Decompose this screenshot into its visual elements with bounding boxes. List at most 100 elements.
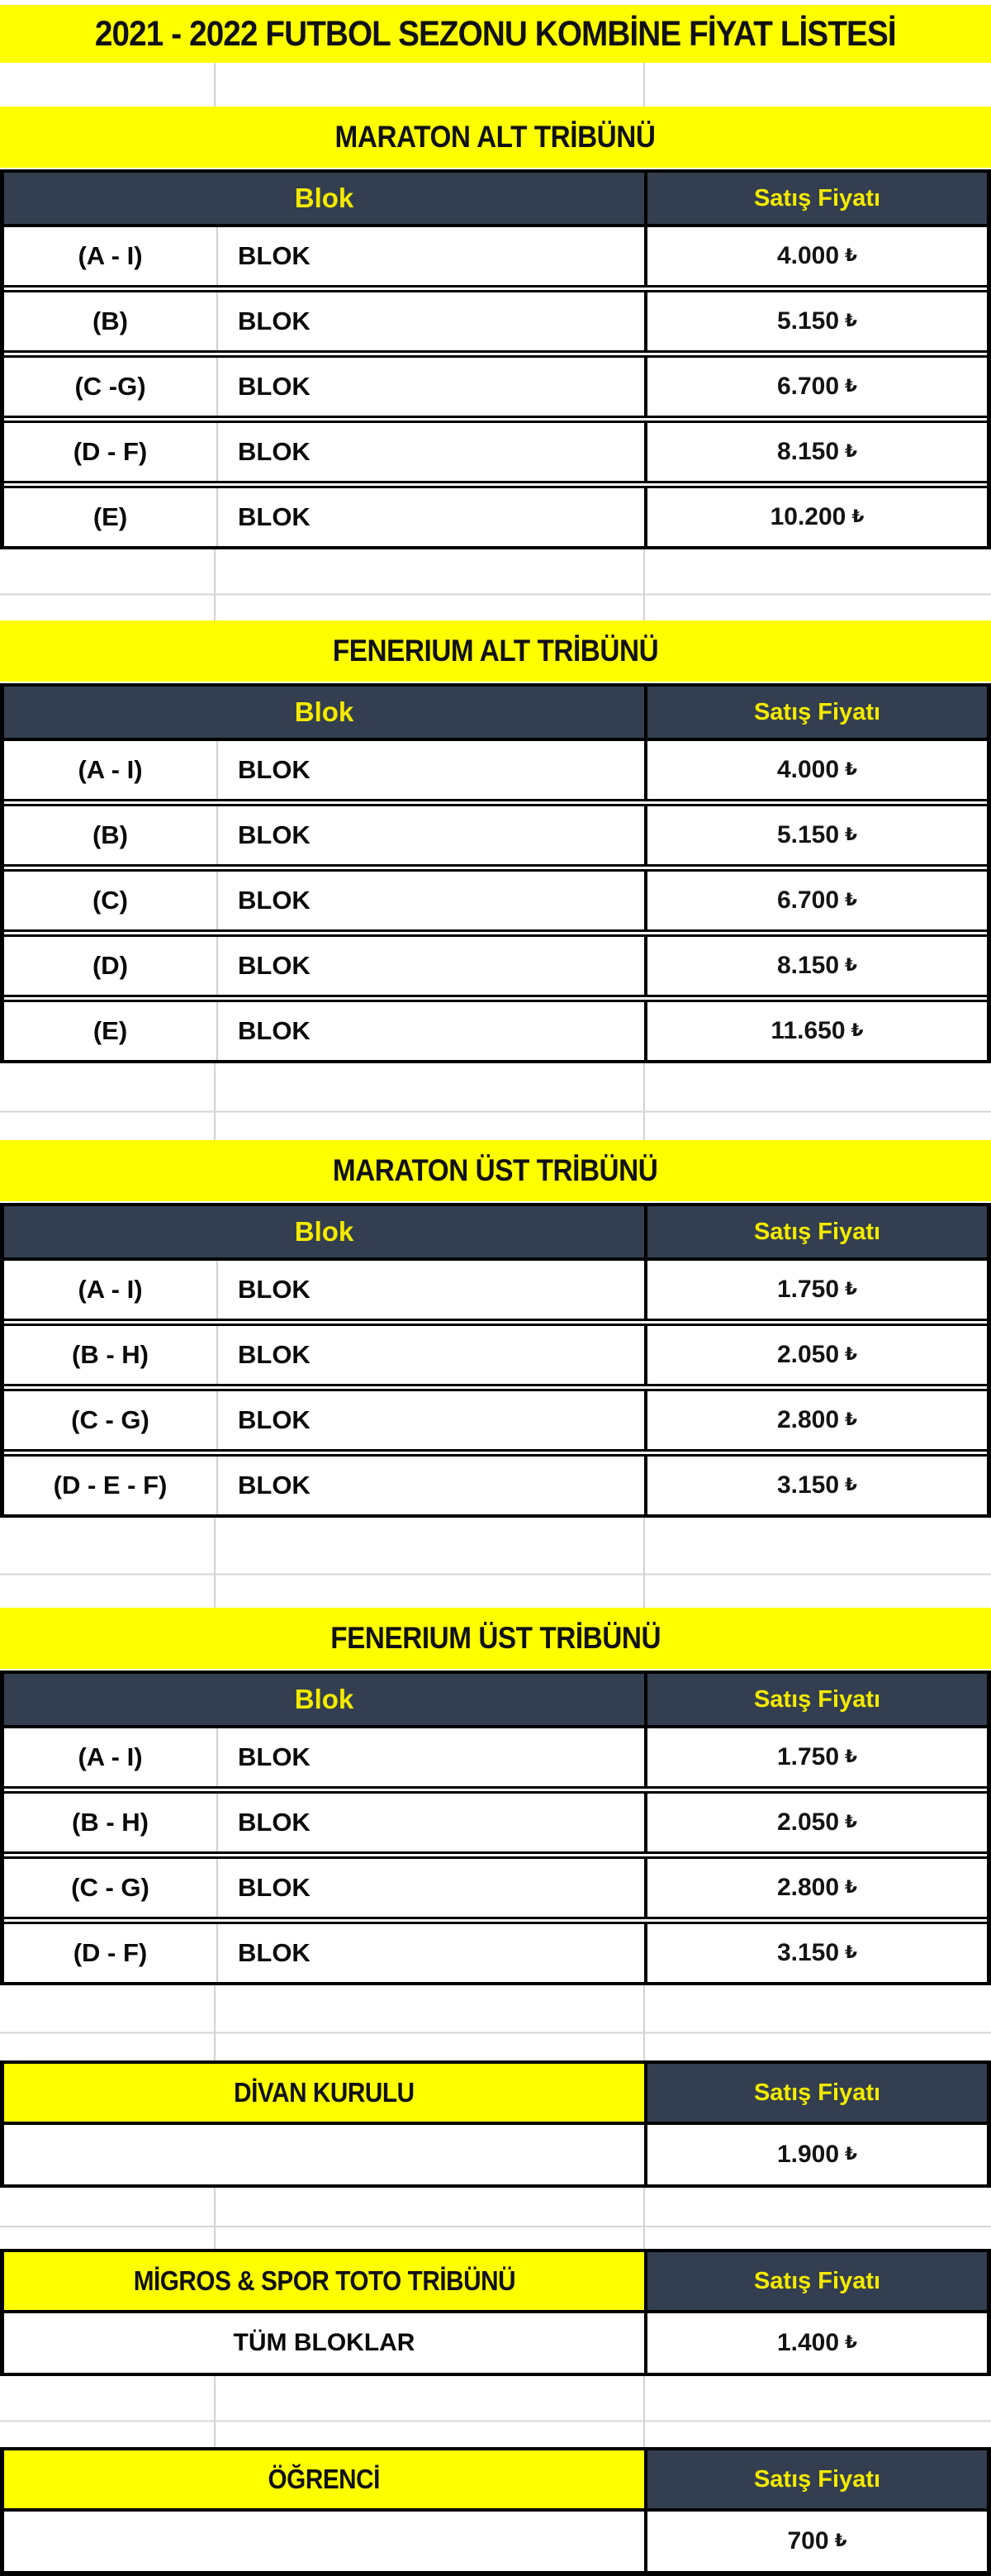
table-row: (B) BLOK 5.150 ₺ xyxy=(4,799,987,864)
lira-currency-symbol: ₺ xyxy=(834,2530,847,2551)
price-value: 11.650 xyxy=(771,1017,846,1044)
section-title-text: MARATON ÜST TRİBÜNÜ xyxy=(333,1153,658,1187)
row-block-range: (A - I) xyxy=(4,1261,218,1319)
row-block-label-text: BLOK xyxy=(238,241,311,270)
price-value: 5.150 xyxy=(776,307,840,335)
row-block-range-text: (B) xyxy=(92,820,129,849)
table-body: (A - I) BLOK 4.000 ₺ (B) BLOK 5.150 ₺ (C -G) BLOK… xyxy=(0,227,991,549)
price-table-section-maraton-ust: MARATON ÜST TRİBÜNÜ Blok Satış Fiyatı (A - … xyxy=(0,1140,991,1518)
column-header-price-text: Satış Fiyatı xyxy=(753,1685,881,1713)
spreadsheet-gap-row xyxy=(0,549,991,620)
row-block-range-text: (A - I) xyxy=(78,1742,143,1771)
row-block-label-text: TÜM BLOKLAR xyxy=(233,2329,415,2356)
row-block-label-text: BLOK xyxy=(238,1938,311,1967)
table-row: (C) BLOK 6.700 ₺ xyxy=(4,864,987,929)
row-price: 1.750 ₺ xyxy=(644,1728,987,1786)
row-block-label: BLOK xyxy=(218,1326,644,1384)
row-price: 11.650 ₺ xyxy=(644,1002,987,1060)
price-table-section-ogrenci: ÖĞRENCİ Satış Fiyatı 700 ₺ xyxy=(0,2447,991,2576)
row-block-range-text: (C - G) xyxy=(71,1873,149,1902)
column-header-price-text: Satış Fiyatı xyxy=(753,2267,881,2294)
price-value: 700 xyxy=(787,2527,829,2555)
row-price: 6.700 ₺ xyxy=(644,872,987,929)
column-header-price: Satış Fiyatı xyxy=(644,2450,987,2508)
row-block-range: (A - I) xyxy=(4,741,218,799)
row-block-label-text: BLOK xyxy=(238,502,311,531)
lira-currency-symbol: ₺ xyxy=(851,1019,864,1041)
table-body: (A - I) BLOK 4.000 ₺ (B) BLOK 5.150 ₺ (C) BLOK 6.7… xyxy=(0,741,991,1063)
price-value: 4.000 xyxy=(776,242,840,269)
section-title: DİVAN KURULU xyxy=(4,2064,644,2122)
row-block-label xyxy=(4,2125,644,2184)
table-row: (C - G) BLOK 2.800 ₺ xyxy=(4,1384,987,1449)
row-block-label: BLOK xyxy=(218,1457,644,1514)
column-header-blok: Blok xyxy=(4,173,644,224)
spreadsheet-gap-row xyxy=(0,2376,991,2447)
price-sections-container: MARATON ALT TRİBÜNÜ Blok Satış Fiyatı (A - … xyxy=(0,107,991,2576)
table-row: (A - I) BLOK 4.000 ₺ xyxy=(4,227,987,285)
price-table-section-migros-spor-toto: MİGROS & SPOR TOTO TRİBÜNÜ Satış Fiyatı TÜ… xyxy=(0,2249,991,2376)
row-block-range: (D - F) xyxy=(4,423,218,481)
row-block-range-text: (D) xyxy=(92,951,129,980)
column-header-price-text: Satış Fiyatı xyxy=(753,184,881,211)
row-price: 6.700 ₺ xyxy=(644,358,987,416)
section-title-text: FENERIUM ALT TRİBÜNÜ xyxy=(332,634,659,668)
row-block-range-text: (B - H) xyxy=(72,1340,149,1369)
price-value: 6.700 xyxy=(776,373,840,400)
row-price: 1.750 ₺ xyxy=(644,1261,987,1319)
row-block-label: BLOK xyxy=(218,1261,644,1319)
row-block-label-text: BLOK xyxy=(238,1742,311,1771)
lira-currency-symbol: ₺ xyxy=(845,1343,858,1365)
lira-currency-symbol: ₺ xyxy=(845,1278,858,1300)
table-row: (A - I) BLOK 1.750 ₺ xyxy=(4,1261,987,1319)
row-price: 2.800 ₺ xyxy=(644,1859,987,1917)
row-block-range: (A - I) xyxy=(4,227,218,285)
price-value: 1.750 xyxy=(776,1276,840,1303)
column-header-price-text: Satış Fiyatı xyxy=(753,698,881,725)
row-block-label-text: BLOK xyxy=(238,1275,311,1304)
lira-currency-symbol: ₺ xyxy=(851,506,865,527)
page-title-text: 2021 - 2022 FUTBOL SEZONU KOMBİNE FİYAT … xyxy=(95,13,897,54)
table-row: (E) BLOK 11.650 ₺ xyxy=(4,995,987,1060)
price-table-section-fenerium-alt: FENERIUM ALT TRİBÜNÜ Blok Satış Fiyatı (A -… xyxy=(0,620,991,1063)
lira-currency-symbol: ₺ xyxy=(845,824,858,845)
row-price: 8.150 ₺ xyxy=(644,937,987,995)
price-value: 10.200 xyxy=(770,503,846,530)
column-header-blok-text: Blok xyxy=(294,183,354,213)
lira-currency-symbol: ₺ xyxy=(845,245,858,266)
row-block-label: BLOK xyxy=(218,872,644,929)
table-row: (D - F) BLOK 8.150 ₺ xyxy=(4,416,987,481)
column-header-blok-text: Blok xyxy=(294,1684,354,1714)
section-header-row: MİGROS & SPOR TOTO TRİBÜNÜ Satış Fiyatı xyxy=(0,2249,991,2313)
row-block-range: (C - G) xyxy=(4,1859,218,1917)
row-block-range-text: (D - F) xyxy=(73,1938,148,1967)
column-header-price-text: Satış Fiyatı xyxy=(753,1218,881,1245)
spreadsheet-gap-row xyxy=(0,1518,991,1608)
column-header-price: Satış Fiyatı xyxy=(644,173,987,224)
lira-currency-symbol: ₺ xyxy=(845,1811,858,1832)
lira-currency-symbol: ₺ xyxy=(845,2331,858,2353)
row-block-range-text: (E) xyxy=(92,1016,128,1045)
column-header-row: Blok Satış Fiyatı xyxy=(0,169,991,227)
price-value: 1.400 xyxy=(776,2329,840,2356)
row-price: 8.150 ₺ xyxy=(644,423,987,481)
row-block-label: BLOK xyxy=(218,806,644,864)
row-block-range-text: (C) xyxy=(92,886,129,915)
column-header-row: Blok Satış Fiyatı xyxy=(0,1671,991,1728)
price-value: 2.800 xyxy=(776,1406,840,1433)
row-block-label: TÜM BLOKLAR xyxy=(4,2313,644,2373)
lira-currency-symbol: ₺ xyxy=(845,440,858,462)
spreadsheet-gap-row xyxy=(0,2188,991,2249)
row-block-label-text: BLOK xyxy=(238,437,311,466)
column-header-price: Satış Fiyatı xyxy=(644,1206,987,1257)
price-value: 3.150 xyxy=(776,1471,840,1499)
lira-currency-symbol: ₺ xyxy=(845,2143,858,2165)
row-block-range: (B - H) xyxy=(4,1794,218,1851)
row-block-range: (E) xyxy=(4,1002,218,1060)
row-block-label-text: BLOK xyxy=(238,307,311,335)
section-header-row: ÖĞRENCİ Satış Fiyatı xyxy=(0,2447,991,2512)
price-table-section-maraton-alt: MARATON ALT TRİBÜNÜ Blok Satış Fiyatı (A - … xyxy=(0,107,991,549)
price-table-section-divan-kurulu: DİVAN KURULU Satış Fiyatı 1.900 ₺ xyxy=(0,2060,991,2188)
table-body: (A - I) BLOK 1.750 ₺ (B - H) BLOK 2.050 ₺ (C - G… xyxy=(0,1728,991,1985)
